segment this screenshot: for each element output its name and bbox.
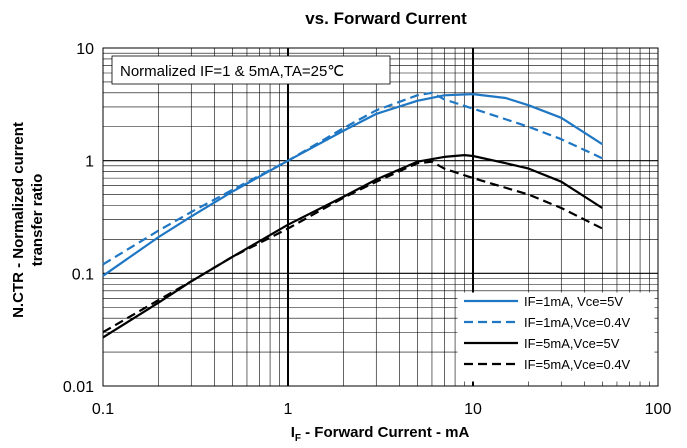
legend-label-1: IF=1mA, Vce=5V [524,294,623,309]
chart-title: vs. Forward Current [305,9,467,28]
y-tick-labels: 10 1 0.1 0.01 [63,41,94,396]
x-tick-label-2: 1 [284,401,293,418]
grid-major [103,48,658,386]
y-axis-label-line2: transfer ratio [29,174,46,267]
x-tick-labels: 0.1 1 10 100 [92,401,672,418]
annotation-text: Normalized IF=1 & 5mA,TA=25℃ [120,63,344,80]
series-layer [102,91,603,339]
y-tick-label-4: 0.01 [63,379,94,396]
y-tick-label-3: 0.1 [72,266,94,283]
series-line-1 [102,92,603,277]
series-line-2 [102,91,603,266]
plot-frame [102,47,659,387]
y-axis-label-line1: N.CTR - Normalized current [10,122,27,318]
x-axis-label-rest: - Forward Current - mA [301,424,470,441]
x-tick-label-4: 100 [645,401,672,418]
legend-label-2: IF=1mA,Vce=0.4V [524,315,631,330]
annotation-box [111,55,391,85]
series-line-4 [102,160,603,334]
legend: IF=1mA, Vce=5V IF=1mA,Vce=0.4V IF=5mA,Vce=… [457,292,655,382]
y-tick-label-2: 1 [85,154,94,171]
legend-label-3: IF=5mA,Vce=5V [524,336,620,351]
legend-label-4: IF=5mA,Vce=0.4V [524,357,631,372]
x-axis-label: IF - Forward Current - mA [291,424,470,444]
x-axis-label-sub: F [295,433,301,444]
x-axis-label-main: I [291,424,295,441]
x-tick-label-1: 0.1 [92,401,114,418]
y-tick-label-1: 10 [76,41,94,58]
x-tick-label-3: 10 [464,401,482,418]
legend-box [457,292,655,382]
